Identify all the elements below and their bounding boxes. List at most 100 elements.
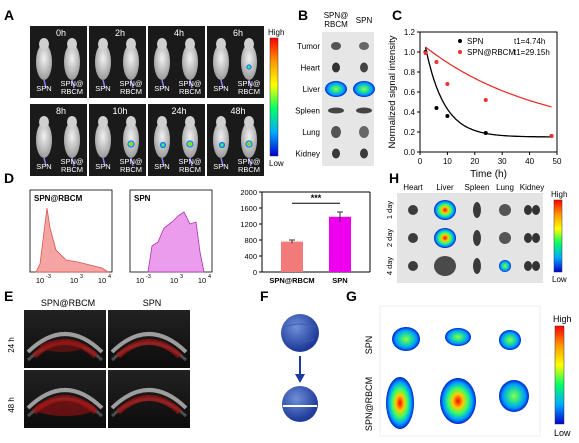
mouse-head (39, 116, 49, 128)
mouse-label-spn: SPN (95, 162, 110, 171)
panel-d-bar-chart: 0 400 800 1200 1600 2000 SPN@RBCM SPN *** (240, 188, 371, 285)
organ-rbcm (331, 126, 341, 138)
mouse-body (182, 122, 198, 158)
organ-header: Kidney (520, 183, 544, 192)
organ-lung (499, 232, 511, 244)
mouse-label-rbcm: RBCM (120, 87, 142, 96)
y-tick-label: 0.8 (404, 68, 416, 77)
fit-curve-1 (425, 46, 552, 108)
organ-label: Liver (303, 85, 321, 94)
g-organ-rbcm-2 (440, 378, 476, 424)
mouse-tail (248, 79, 252, 89)
tumor-signal (246, 64, 252, 70)
time-label: 10h (112, 106, 127, 116)
organ-kidney-left (524, 205, 532, 215)
panel-label-c: C (392, 7, 402, 23)
mouse-head (216, 116, 226, 128)
mouse-label-rbcm: RBCM (238, 87, 260, 96)
bar (329, 216, 351, 272)
data-point (445, 114, 450, 118)
y-tick-label: 0.2 (404, 128, 416, 137)
mouse-body (123, 122, 139, 158)
organ-spleen (473, 258, 481, 274)
scale-high-label: High (268, 28, 284, 37)
organ-liver (434, 228, 456, 248)
mouse-head (185, 38, 195, 50)
mouse-body (95, 44, 111, 80)
mouse-tail (130, 79, 134, 89)
histogram-tick-exp: 3 (180, 274, 183, 280)
mouse-body (36, 44, 52, 80)
histogram-tick-base: 10 (70, 276, 78, 285)
mouse-label-spn: SPN (154, 162, 169, 171)
mouse-label-spn: SPN (36, 84, 51, 93)
organ-spn (356, 107, 372, 114)
mouse-tail (130, 157, 134, 167)
y-tick-label: 0.0 (404, 148, 416, 157)
mouse-head (98, 38, 108, 50)
histogram-tick-exp: -3 (146, 274, 151, 280)
panel-b-col1-line2: RBCM (324, 20, 348, 29)
mouse-tail (43, 79, 47, 89)
day-label: 1 day (385, 201, 394, 220)
data-point (434, 106, 439, 110)
y-axis-label: Normalized signal intensity (387, 35, 398, 148)
photoacoustic-signal (115, 339, 183, 359)
mouse-head (126, 116, 136, 128)
organ-spleen (473, 230, 481, 246)
data-point (434, 60, 439, 64)
panel-h-scale-high: High (551, 190, 567, 199)
mouse-tail (248, 157, 252, 167)
organ-spn (353, 81, 375, 97)
organ-label: Kidney (296, 150, 320, 159)
mouse-label-rbcm: RBCM (179, 87, 201, 96)
organ-spn (360, 148, 368, 159)
mouse-head (216, 38, 226, 50)
mouse-label-rbcm: SPN@ (237, 157, 260, 166)
mouse-body (182, 44, 198, 80)
mouse-head (185, 116, 195, 128)
tumor-signal (127, 140, 135, 148)
organ-rbcm (332, 148, 340, 159)
histogram-tick-base: 10 (170, 276, 178, 285)
x-tick-label: 10 (443, 157, 452, 166)
panel-label-h: H (389, 170, 399, 186)
tumor-signal (219, 142, 225, 148)
x-tick-label: 20 (470, 157, 479, 166)
organ-spn (360, 62, 368, 73)
mouse-body (241, 122, 257, 158)
x-axis-label: Time (h) (470, 169, 507, 180)
y-tick-label: 800 (244, 236, 257, 245)
mouse-tail (43, 157, 47, 167)
panel-h-content: Heart Liver Spleen Lung Kidney 1 day 2 day 4 da… (385, 183, 544, 276)
mouse-label-rbcm: RBCM (179, 165, 201, 174)
organ-rbcm (332, 62, 340, 73)
histogram-title: SPN@RBCM (34, 194, 83, 203)
photoacoustic-signal-core (40, 340, 84, 352)
time-label: 6h (233, 28, 243, 38)
histogram-area (147, 211, 205, 273)
panel-g-scale-low: Low (554, 428, 571, 438)
organ-header: Liver (436, 183, 454, 192)
day-label: 4 day (385, 257, 394, 276)
photoacoustic-signal-core (35, 400, 95, 416)
tumor-signal (160, 142, 166, 148)
organ-label: Tumor (297, 42, 320, 51)
tumor-signal (245, 140, 253, 148)
mouse-tail (189, 157, 193, 167)
mouse-label-spn: SPN (95, 84, 110, 93)
category-label: SPN@RBCM (269, 276, 314, 285)
data-point (445, 82, 450, 86)
mouse-tail (71, 79, 75, 89)
organ-label: Heart (300, 64, 320, 73)
mouse-label-rbcm: SPN@ (60, 157, 83, 166)
organ-lung (499, 204, 511, 216)
photoacoustic-signal (115, 395, 183, 415)
g-organ-spn-3 (499, 330, 521, 350)
tissue-boundary (110, 332, 188, 354)
panel-e-row1: 24 h (7, 337, 16, 353)
mouse-head (244, 116, 254, 128)
panel-label-f: F (260, 288, 269, 304)
panel-label-a: A (4, 7, 14, 23)
organ-rbcm (328, 107, 344, 114)
